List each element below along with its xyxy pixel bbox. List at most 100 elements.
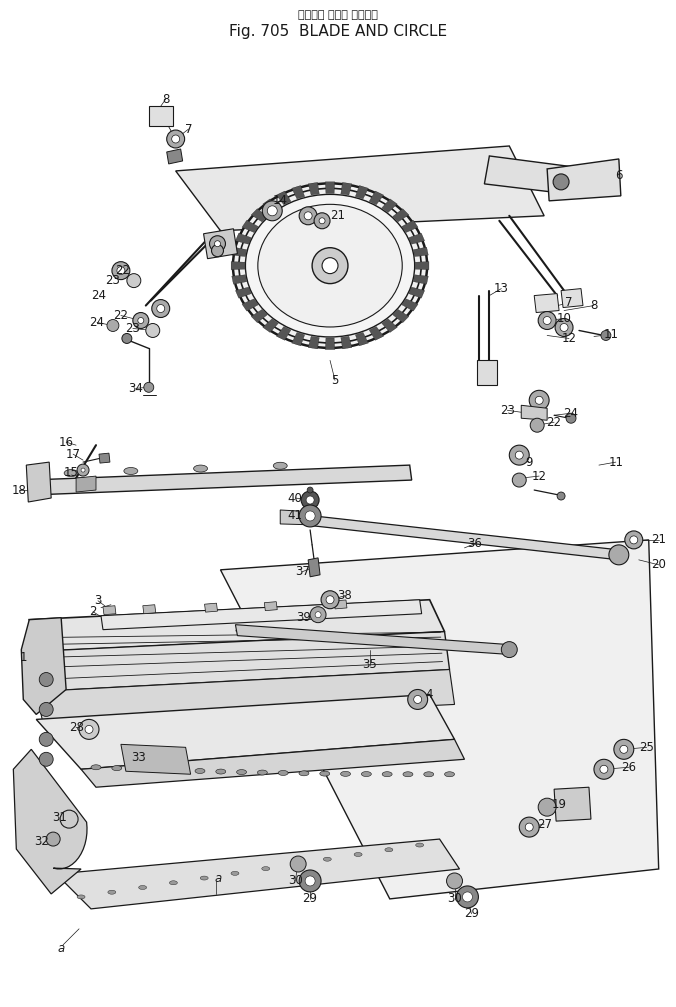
Text: 21: 21 [331,209,345,223]
Circle shape [566,413,576,423]
Polygon shape [121,744,191,774]
Circle shape [157,304,165,312]
Circle shape [314,212,330,229]
Circle shape [267,205,277,215]
Circle shape [299,206,317,225]
Text: 13: 13 [494,282,509,295]
Polygon shape [235,234,251,244]
Text: 8: 8 [590,299,598,312]
Polygon shape [325,182,335,193]
Text: 29: 29 [303,892,318,905]
Text: 12: 12 [531,469,547,482]
Circle shape [214,241,220,247]
Text: 22: 22 [547,416,562,429]
Circle shape [77,464,89,476]
Ellipse shape [416,843,424,847]
Circle shape [447,873,462,889]
Circle shape [152,299,170,317]
Text: 8: 8 [162,93,170,106]
Polygon shape [76,476,96,492]
Circle shape [39,732,53,746]
Circle shape [408,690,428,709]
Ellipse shape [237,769,247,774]
Text: 23: 23 [500,404,514,417]
Circle shape [79,719,99,739]
Polygon shape [356,185,368,199]
Circle shape [525,823,533,831]
Polygon shape [203,229,237,259]
Text: 20: 20 [651,558,666,571]
Ellipse shape [216,769,226,774]
Text: a: a [57,943,65,956]
Circle shape [127,274,141,288]
Polygon shape [22,617,66,714]
Polygon shape [409,234,425,244]
Circle shape [39,703,53,716]
Polygon shape [402,299,418,311]
Polygon shape [308,336,319,348]
Ellipse shape [445,771,454,776]
Text: 7: 7 [565,296,573,309]
Ellipse shape [64,469,78,476]
Polygon shape [37,670,454,724]
Circle shape [321,591,339,608]
Circle shape [85,725,93,733]
Ellipse shape [273,462,287,469]
Circle shape [515,451,523,459]
Ellipse shape [382,771,392,776]
Circle shape [60,811,78,828]
Circle shape [462,892,473,902]
Polygon shape [263,319,279,332]
Text: 23: 23 [105,274,120,287]
Polygon shape [232,247,247,257]
Polygon shape [485,156,589,195]
Circle shape [138,317,144,323]
Text: 22: 22 [114,309,128,322]
Polygon shape [402,221,418,233]
Ellipse shape [258,204,402,327]
Text: 11: 11 [604,328,619,341]
Ellipse shape [245,194,414,337]
Polygon shape [26,462,51,502]
Polygon shape [413,275,429,284]
Polygon shape [393,309,409,322]
Polygon shape [308,558,320,577]
Text: 5: 5 [331,374,339,387]
Ellipse shape [200,876,208,880]
Text: 18: 18 [12,483,27,496]
Circle shape [107,319,119,331]
Polygon shape [356,332,368,345]
Circle shape [530,418,544,432]
Text: 30: 30 [447,892,462,905]
Ellipse shape [91,764,101,769]
Circle shape [538,799,556,816]
Polygon shape [413,247,429,257]
Circle shape [512,473,526,487]
Text: 40: 40 [288,491,303,505]
Circle shape [144,383,153,393]
Polygon shape [235,624,511,655]
Ellipse shape [354,853,362,857]
Text: 11: 11 [608,455,623,468]
Ellipse shape [195,768,205,773]
Polygon shape [167,149,183,164]
Polygon shape [29,600,445,652]
Circle shape [312,248,348,284]
Text: 15: 15 [64,465,78,478]
Circle shape [172,135,180,143]
Polygon shape [29,465,412,495]
Circle shape [557,492,565,500]
Circle shape [601,330,611,340]
Circle shape [509,445,529,465]
Text: 37: 37 [295,565,310,578]
Polygon shape [143,605,155,613]
Circle shape [538,311,556,329]
Circle shape [594,759,614,779]
Text: 32: 32 [34,835,49,848]
Polygon shape [220,540,658,899]
Polygon shape [149,106,172,126]
Circle shape [553,174,569,190]
Circle shape [555,318,573,336]
Text: 4: 4 [426,688,433,701]
Polygon shape [325,338,335,349]
